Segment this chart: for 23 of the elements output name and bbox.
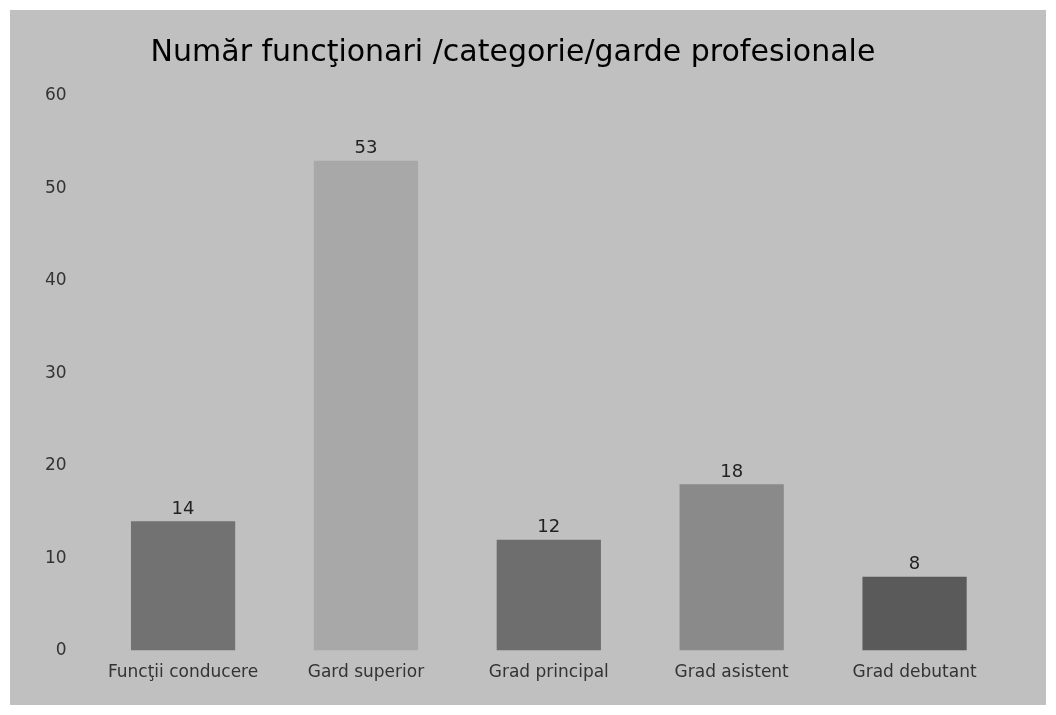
data-label: 14: [171, 496, 195, 518]
bar: [313, 160, 419, 651]
chart-title: Număr funcţionari /categorie/garde profesionale: [150, 32, 876, 68]
y-tick-label: 60: [44, 84, 67, 105]
bar: [130, 521, 236, 651]
y-tick-label: 30: [44, 361, 67, 382]
data-label: 12: [537, 515, 561, 537]
y-tick-label: 40: [44, 269, 67, 290]
x-tick-label: Gard superior: [307, 661, 425, 682]
bar: [496, 539, 601, 651]
bar: [679, 484, 784, 651]
y-tick-label: 0: [55, 639, 67, 660]
data-label: 18: [720, 459, 744, 481]
bar: [862, 576, 967, 651]
x-tick-label: Grad asistent: [674, 661, 790, 682]
x-tick-label: Funcţii conducere: [107, 661, 259, 682]
data-label: 8: [908, 552, 921, 574]
y-tick-label: 20: [44, 454, 67, 475]
x-tick-label: Grad debutant: [852, 661, 977, 682]
x-tick-label: Grad principal: [488, 661, 609, 682]
y-tick-label: 50: [44, 176, 67, 197]
data-label: 53: [354, 136, 378, 158]
y-tick-label: 10: [44, 546, 67, 567]
